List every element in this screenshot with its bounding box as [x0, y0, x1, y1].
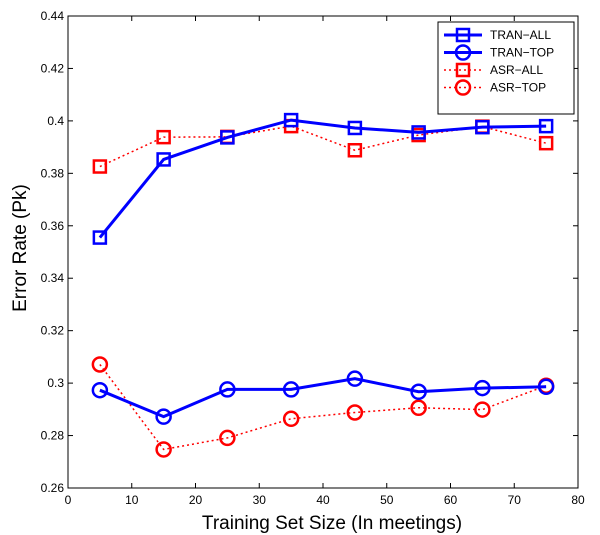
x-tick-label: 70: [508, 493, 522, 507]
data-point-tran-top: [474, 379, 491, 397]
data-point-tran-all: [538, 118, 554, 134]
data-point-tran-all: [283, 112, 299, 128]
data-point-asr-top: [346, 404, 364, 421]
legend-marker-tran-all: [455, 27, 471, 43]
legend-marker-asr-top: [454, 79, 472, 96]
data-point-tran-top: [346, 370, 364, 387]
data-point-tran-top: [537, 378, 555, 396]
legend-marker-asr-all: [455, 62, 471, 78]
x-tick-label: 10: [125, 493, 139, 507]
y-tick-label: 0.28: [41, 429, 65, 443]
y-tick-label: 0.38: [41, 166, 65, 180]
data-point-tran-top: [155, 408, 172, 425]
data-point-tran-top: [219, 381, 236, 398]
data-point-asr-all: [538, 135, 554, 151]
data-point-tran-top: [282, 381, 300, 398]
data-point-asr-top: [282, 410, 300, 428]
y-tick-label: 0.26: [41, 481, 65, 495]
data-point-tran-all: [156, 152, 171, 167]
x-tick-label: 50: [380, 493, 394, 507]
y-tick-label: 0.34: [41, 271, 65, 285]
y-axis-label: Error Rate (Pk): [10, 184, 31, 312]
data-point-tran-all: [347, 120, 363, 136]
y-tick-label: 0.3: [47, 376, 64, 390]
data-point-asr-all: [156, 129, 171, 145]
y-tick-label: 0.4: [47, 114, 64, 128]
data-point-asr-all: [92, 159, 108, 174]
data-point-asr-top: [474, 401, 491, 418]
legend: TRAN−ALL TRAN−TOP ASR−ALL ASR−TOP: [437, 21, 575, 115]
data-point-asr-top: [219, 429, 236, 447]
legend-marker-tran-top: [454, 44, 472, 61]
x-tick-label: 30: [253, 493, 267, 507]
x-tick-label: 40: [316, 493, 330, 507]
data-point-tran-all: [92, 230, 108, 245]
y-tick-label: 0.42: [41, 61, 65, 75]
data-point-asr-top: [410, 399, 427, 417]
legend-label-asr-all: ASR−ALL: [490, 63, 543, 77]
legend-label-tran-all: TRAN−ALL: [490, 28, 551, 42]
data-point-asr-top: [91, 356, 109, 373]
data-point-tran-all: [220, 130, 235, 145]
series-line-tran-top: [99, 377, 547, 419]
x-tick-label: 80: [571, 493, 585, 507]
data-point-tran-top: [410, 383, 427, 401]
x-axis-label: Training Set Size (In meetings): [202, 513, 462, 534]
y-tick-label: 0.44: [41, 9, 65, 23]
series-line-tran-all: [98, 118, 547, 239]
data-point-tran-all: [475, 119, 490, 135]
x-tick-label: 60: [444, 493, 458, 507]
legend-label-asr-top: ASR−TOP: [490, 81, 546, 95]
data-point-asr-top: [155, 441, 172, 458]
data-point-asr-all: [347, 143, 363, 158]
legend-label-tran-top: TRAN−TOP: [490, 46, 554, 60]
y-tick-label: 0.32: [41, 324, 65, 338]
y-tick-label: 0.36: [41, 219, 65, 233]
x-tick-label: 20: [189, 493, 203, 507]
x-tick-label: 0: [65, 493, 72, 507]
data-point-tran-all: [411, 125, 426, 140]
data-point-tran-top: [91, 381, 109, 399]
legend-box: [437, 21, 575, 115]
